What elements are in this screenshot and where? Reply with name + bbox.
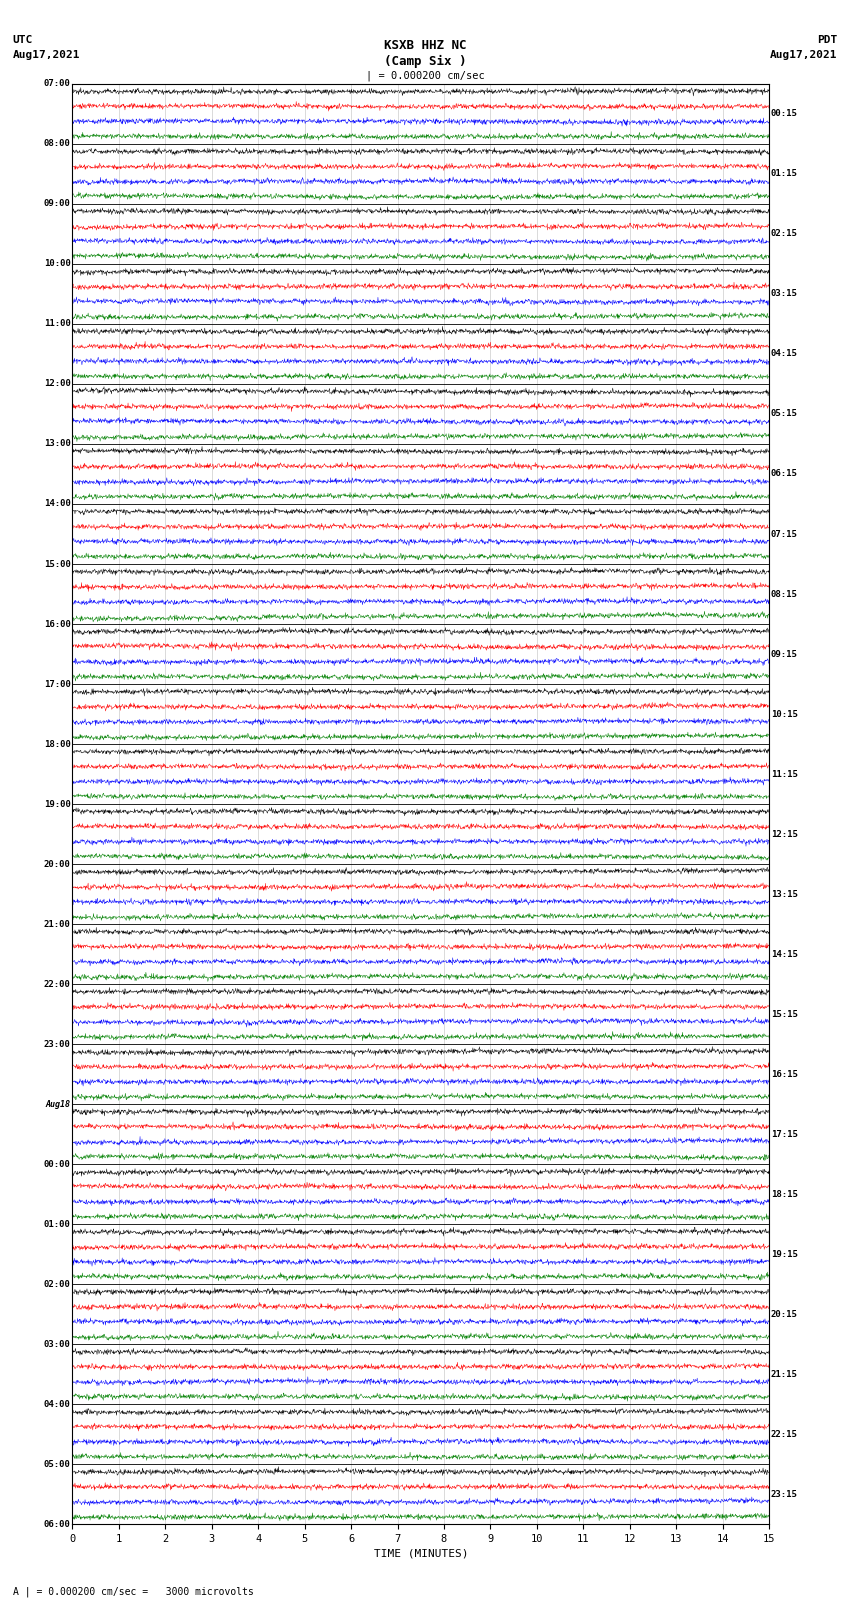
Text: 12:15: 12:15 xyxy=(771,829,797,839)
Text: 09:15: 09:15 xyxy=(771,650,797,658)
Text: 23:15: 23:15 xyxy=(771,1490,797,1498)
Text: 16:00: 16:00 xyxy=(44,619,71,629)
Text: | = 0.000200 cm/sec: | = 0.000200 cm/sec xyxy=(366,71,484,82)
Text: UTC: UTC xyxy=(13,35,33,45)
Text: 01:15: 01:15 xyxy=(771,169,797,179)
Text: 11:00: 11:00 xyxy=(44,319,71,329)
Text: 15:00: 15:00 xyxy=(44,560,71,568)
Text: 08:15: 08:15 xyxy=(771,589,797,598)
Text: 03:15: 03:15 xyxy=(771,289,797,298)
Text: 02:15: 02:15 xyxy=(771,229,797,239)
Text: 17:15: 17:15 xyxy=(771,1129,797,1139)
Text: 13:15: 13:15 xyxy=(771,890,797,898)
Text: 18:00: 18:00 xyxy=(44,740,71,748)
Text: 08:00: 08:00 xyxy=(44,139,71,148)
Text: Aug17,2021: Aug17,2021 xyxy=(13,50,80,60)
Text: 14:15: 14:15 xyxy=(771,950,797,958)
Text: A | = 0.000200 cm/sec =   3000 microvolts: A | = 0.000200 cm/sec = 3000 microvolts xyxy=(13,1586,253,1597)
Text: Aug18: Aug18 xyxy=(46,1100,71,1108)
Text: 06:15: 06:15 xyxy=(771,469,797,479)
Text: 06:00: 06:00 xyxy=(44,1519,71,1529)
Text: 04:15: 04:15 xyxy=(771,350,797,358)
Text: 22:15: 22:15 xyxy=(771,1429,797,1439)
Text: 07:00: 07:00 xyxy=(44,79,71,89)
Text: 05:15: 05:15 xyxy=(771,410,797,418)
Text: 11:15: 11:15 xyxy=(771,769,797,779)
Text: Aug17,2021: Aug17,2021 xyxy=(770,50,837,60)
Text: 19:00: 19:00 xyxy=(44,800,71,808)
Text: 22:00: 22:00 xyxy=(44,979,71,989)
Text: 16:15: 16:15 xyxy=(771,1069,797,1079)
Text: KSXB HHZ NC: KSXB HHZ NC xyxy=(383,39,467,52)
Text: 07:15: 07:15 xyxy=(771,529,797,539)
Text: 10:00: 10:00 xyxy=(44,260,71,268)
Text: 23:00: 23:00 xyxy=(44,1040,71,1048)
Text: 13:00: 13:00 xyxy=(44,439,71,448)
X-axis label: TIME (MINUTES): TIME (MINUTES) xyxy=(373,1548,468,1558)
Text: 05:00: 05:00 xyxy=(44,1460,71,1469)
Text: 17:00: 17:00 xyxy=(44,679,71,689)
Text: 19:15: 19:15 xyxy=(771,1250,797,1258)
Text: 00:00: 00:00 xyxy=(44,1160,71,1169)
Text: 15:15: 15:15 xyxy=(771,1010,797,1019)
Text: 01:00: 01:00 xyxy=(44,1219,71,1229)
Text: 21:15: 21:15 xyxy=(771,1369,797,1379)
Text: 12:00: 12:00 xyxy=(44,379,71,389)
Text: 02:00: 02:00 xyxy=(44,1279,71,1289)
Text: 10:15: 10:15 xyxy=(771,710,797,718)
Text: 04:00: 04:00 xyxy=(44,1400,71,1408)
Text: 20:15: 20:15 xyxy=(771,1310,797,1319)
Text: 18:15: 18:15 xyxy=(771,1190,797,1198)
Text: 09:00: 09:00 xyxy=(44,200,71,208)
Text: 00:15: 00:15 xyxy=(771,110,797,118)
Text: (Camp Six ): (Camp Six ) xyxy=(383,55,467,68)
Text: 21:00: 21:00 xyxy=(44,919,71,929)
Text: PDT: PDT xyxy=(817,35,837,45)
Text: 03:00: 03:00 xyxy=(44,1340,71,1348)
Text: 20:00: 20:00 xyxy=(44,860,71,868)
Text: 14:00: 14:00 xyxy=(44,500,71,508)
